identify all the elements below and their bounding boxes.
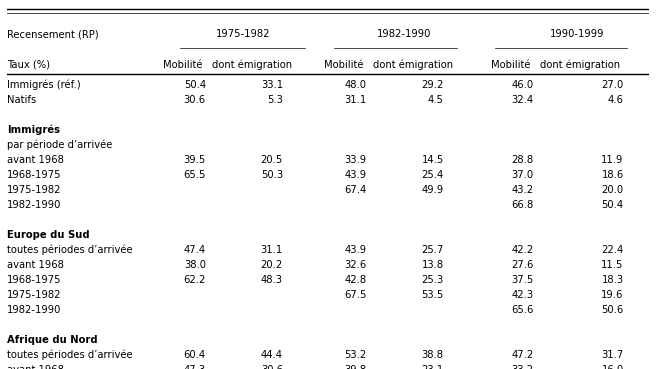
Text: 67.5: 67.5 (344, 290, 367, 300)
Text: 47.2: 47.2 (512, 350, 534, 360)
Text: 66.8: 66.8 (512, 200, 534, 210)
Text: Natifs: Natifs (7, 94, 37, 105)
Text: avant 1968: avant 1968 (7, 155, 64, 165)
Text: 42.8: 42.8 (344, 275, 367, 285)
Text: 32.6: 32.6 (344, 260, 367, 270)
Text: 33.9: 33.9 (344, 155, 367, 165)
Text: 19.6: 19.6 (602, 290, 624, 300)
Text: avant 1968: avant 1968 (7, 260, 64, 270)
Text: 42.2: 42.2 (512, 245, 534, 255)
Text: 47.3: 47.3 (184, 365, 206, 369)
Text: 53.2: 53.2 (344, 350, 367, 360)
Text: Recensement (RP): Recensement (RP) (7, 29, 99, 39)
Text: 42.3: 42.3 (512, 290, 534, 300)
Text: 25.7: 25.7 (421, 245, 443, 255)
Text: 18.6: 18.6 (602, 170, 624, 180)
Text: 33.1: 33.1 (261, 80, 283, 90)
Text: 50.6: 50.6 (602, 305, 624, 315)
Text: 32.4: 32.4 (512, 94, 534, 105)
Text: 50.3: 50.3 (261, 170, 283, 180)
Text: 23.1: 23.1 (421, 365, 443, 369)
Text: 18.3: 18.3 (602, 275, 624, 285)
Text: 25.4: 25.4 (421, 170, 443, 180)
Text: 46.0: 46.0 (512, 80, 534, 90)
Text: 25.3: 25.3 (421, 275, 443, 285)
Text: 27.0: 27.0 (602, 80, 624, 90)
Text: toutes périodes d’arrivée: toutes périodes d’arrivée (7, 350, 133, 360)
Text: 1982-1990: 1982-1990 (7, 305, 62, 315)
Text: 31.1: 31.1 (260, 245, 283, 255)
Text: 1968-1975: 1968-1975 (7, 275, 62, 285)
Text: 43.2: 43.2 (512, 184, 534, 195)
Text: 49.9: 49.9 (421, 184, 443, 195)
Text: Mobilité: Mobilité (324, 60, 363, 70)
Text: 47.4: 47.4 (184, 245, 206, 255)
Text: 38.8: 38.8 (422, 350, 443, 360)
Text: 31.7: 31.7 (602, 350, 624, 360)
Text: 48.3: 48.3 (261, 275, 283, 285)
Text: 30.6: 30.6 (261, 365, 283, 369)
Text: 1982-1990: 1982-1990 (377, 29, 431, 39)
Text: 43.9: 43.9 (344, 170, 367, 180)
Text: 39.5: 39.5 (184, 155, 206, 165)
Text: 20.0: 20.0 (602, 184, 624, 195)
Text: avant 1968: avant 1968 (7, 365, 64, 369)
Text: 22.4: 22.4 (602, 245, 624, 255)
Text: 37.5: 37.5 (512, 275, 534, 285)
Text: 4.5: 4.5 (428, 94, 443, 105)
Text: Immigrés: Immigrés (7, 125, 60, 135)
Text: 31.1: 31.1 (344, 94, 367, 105)
Text: 16.0: 16.0 (602, 365, 624, 369)
Text: toutes périodes d’arrivée: toutes périodes d’arrivée (7, 245, 133, 255)
Text: 30.6: 30.6 (184, 94, 206, 105)
Text: Mobilité: Mobilité (163, 60, 203, 70)
Text: 13.8: 13.8 (422, 260, 443, 270)
Text: 65.6: 65.6 (511, 305, 534, 315)
Text: 37.0: 37.0 (512, 170, 534, 180)
Text: 28.8: 28.8 (512, 155, 534, 165)
Text: dont émigration: dont émigration (540, 60, 621, 70)
Text: Europe du Sud: Europe du Sud (7, 230, 90, 240)
Text: 65.5: 65.5 (184, 170, 206, 180)
Text: 67.4: 67.4 (344, 184, 367, 195)
Text: 5.3: 5.3 (267, 94, 283, 105)
Text: 48.0: 48.0 (344, 80, 367, 90)
Text: 43.9: 43.9 (344, 245, 367, 255)
Text: Afrique du Nord: Afrique du Nord (7, 335, 98, 345)
Text: 50.4: 50.4 (602, 200, 624, 210)
Text: 1975-1982: 1975-1982 (7, 290, 62, 300)
Text: 27.6: 27.6 (511, 260, 534, 270)
Text: Mobilité: Mobilité (491, 60, 531, 70)
Text: 11.5: 11.5 (602, 260, 624, 270)
Text: Taux (%): Taux (%) (7, 60, 51, 70)
Text: 14.5: 14.5 (421, 155, 443, 165)
Text: par période d’arrivée: par période d’arrivée (7, 139, 113, 150)
Text: 53.5: 53.5 (421, 290, 443, 300)
Text: 1968-1975: 1968-1975 (7, 170, 62, 180)
Text: 44.4: 44.4 (261, 350, 283, 360)
Text: Immigrés (réf.): Immigrés (réf.) (7, 80, 81, 90)
Text: 1975-1982: 1975-1982 (216, 29, 270, 39)
Text: 60.4: 60.4 (184, 350, 206, 360)
Text: 20.5: 20.5 (260, 155, 283, 165)
Text: 33.2: 33.2 (512, 365, 534, 369)
Text: dont émigration: dont émigration (213, 60, 293, 70)
Text: 1975-1982: 1975-1982 (7, 184, 62, 195)
Text: 1990-1999: 1990-1999 (550, 29, 605, 39)
Text: 20.2: 20.2 (260, 260, 283, 270)
Text: 11.9: 11.9 (602, 155, 624, 165)
Text: 50.4: 50.4 (184, 80, 206, 90)
Text: 1982-1990: 1982-1990 (7, 200, 62, 210)
Text: 38.0: 38.0 (184, 260, 206, 270)
Text: 62.2: 62.2 (184, 275, 206, 285)
Text: 29.2: 29.2 (421, 80, 443, 90)
Text: 39.8: 39.8 (344, 365, 367, 369)
Text: dont émigration: dont émigration (373, 60, 453, 70)
Text: 4.6: 4.6 (608, 94, 624, 105)
